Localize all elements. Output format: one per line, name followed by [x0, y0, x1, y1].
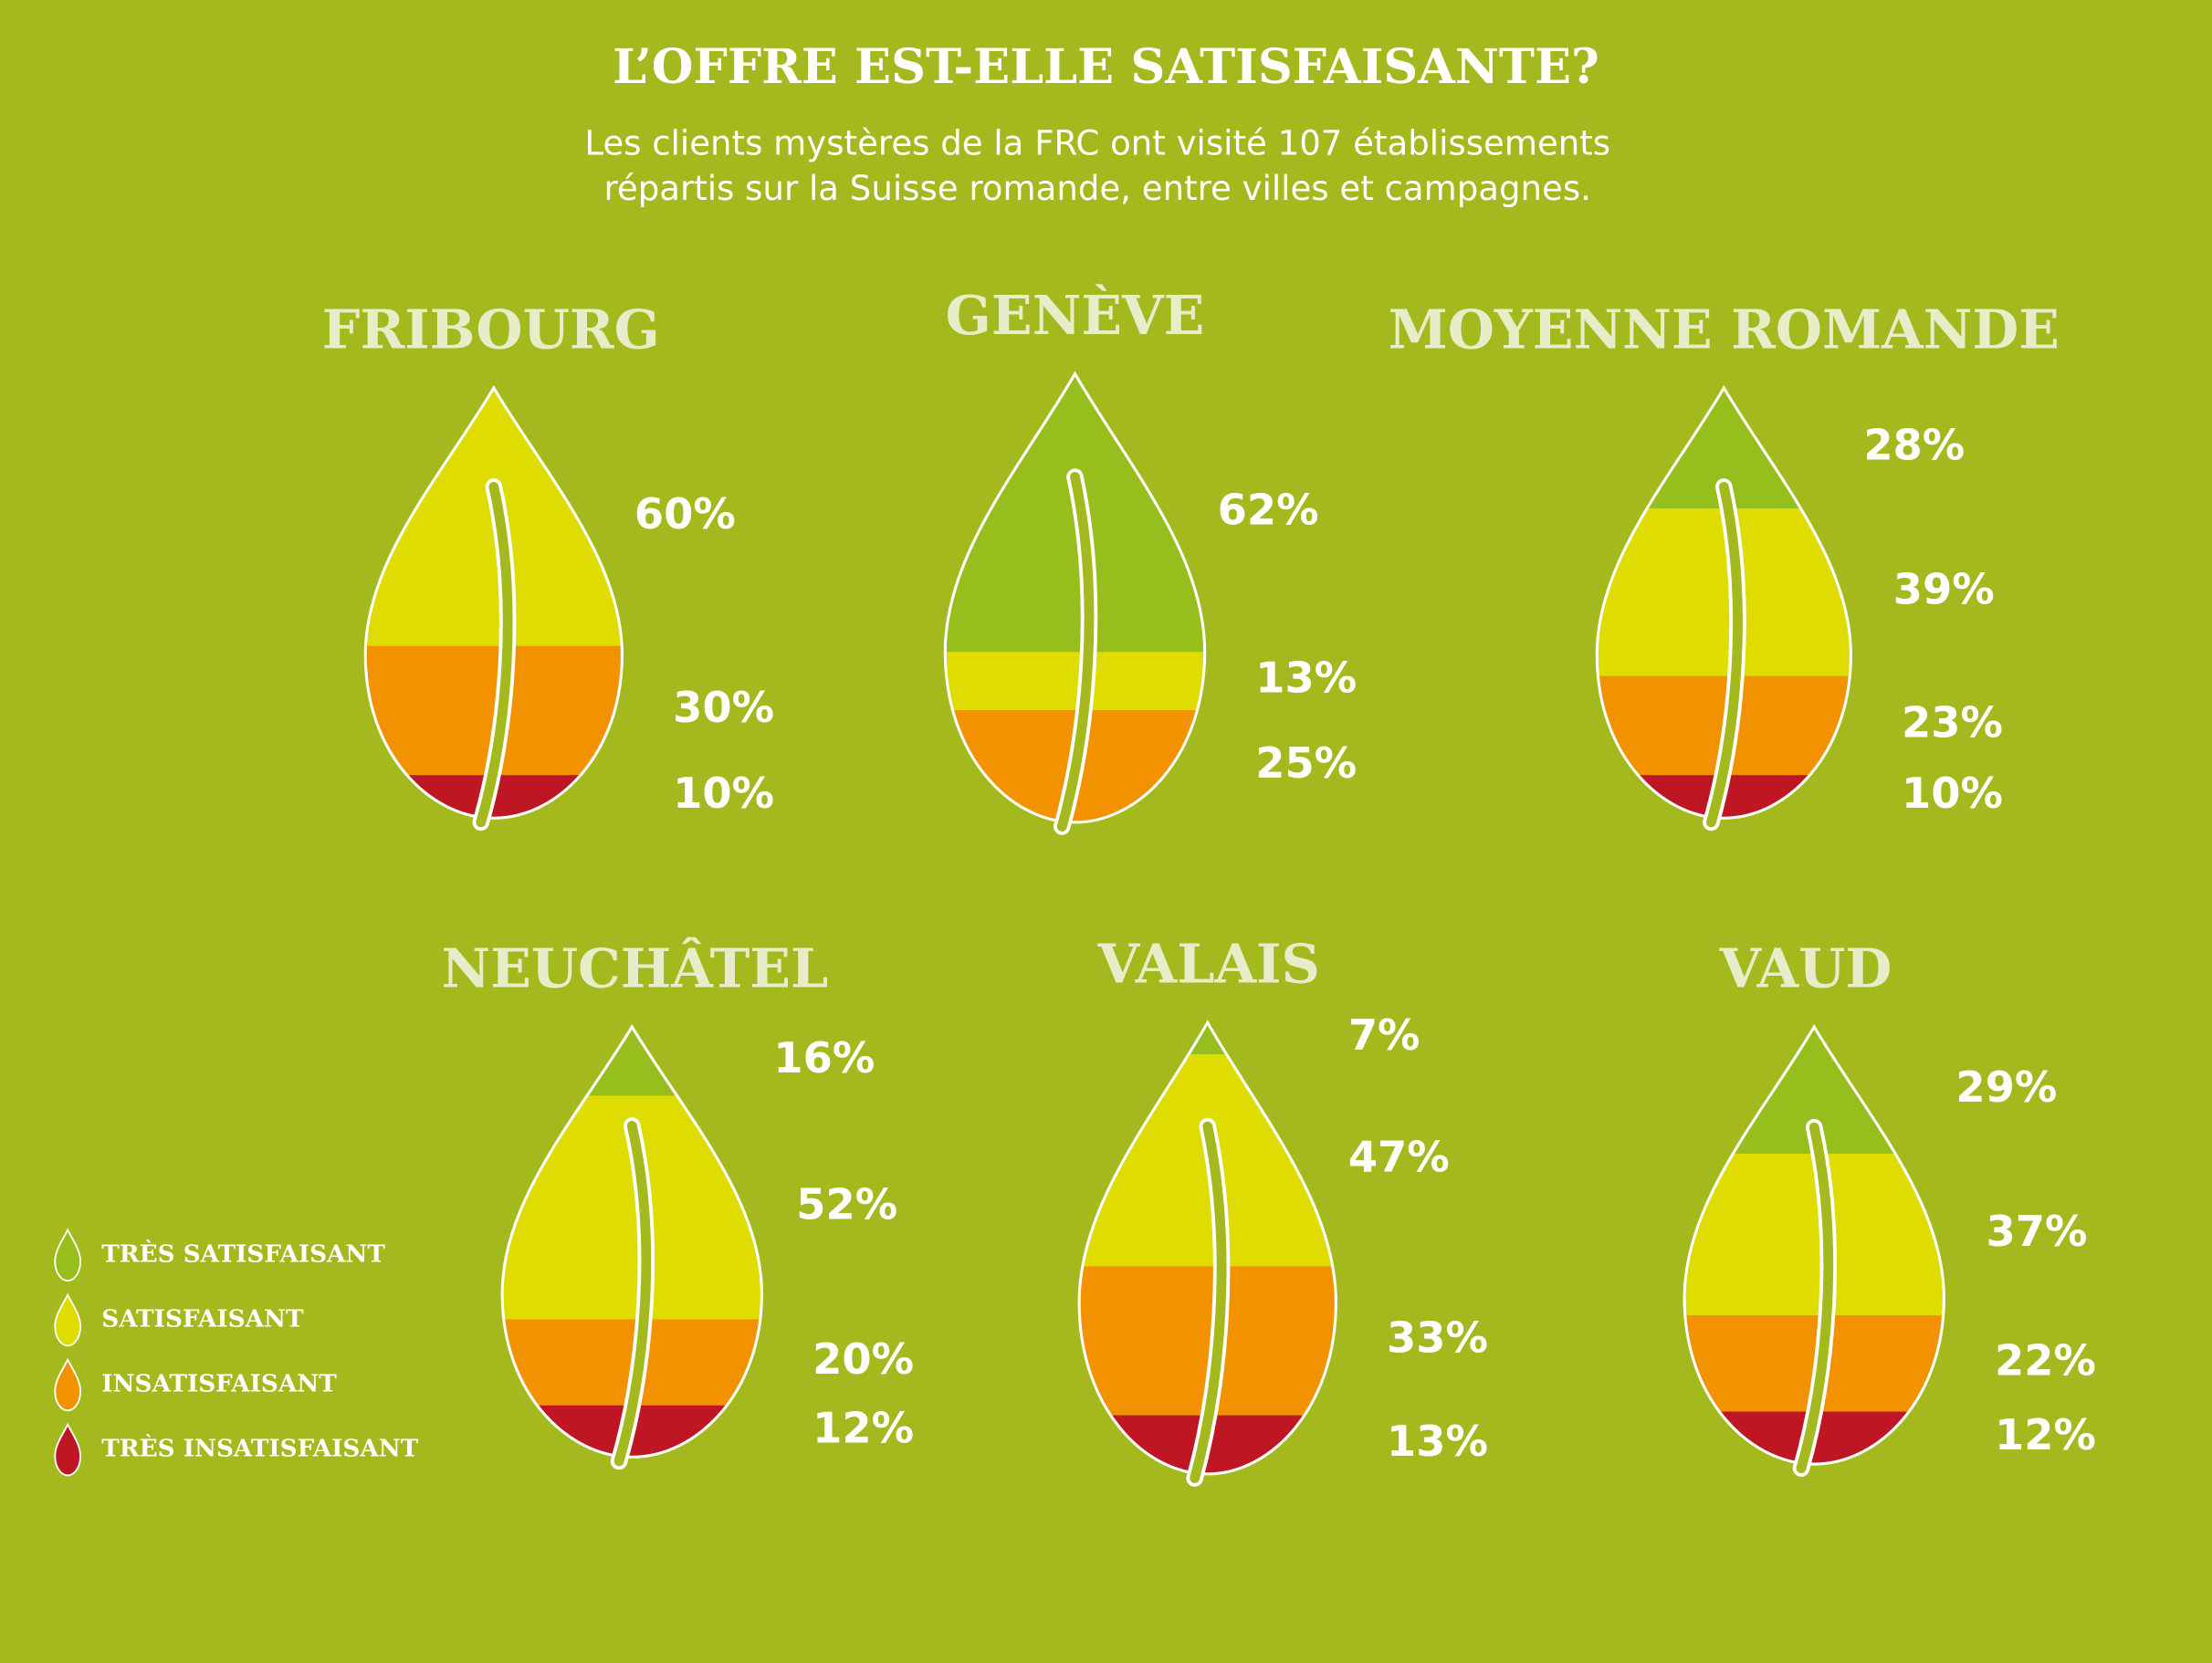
value-label: 13%: [1255, 654, 1357, 703]
legend-label: INSATISFAISANT: [101, 1370, 337, 1398]
leaf-band: [945, 652, 1205, 711]
value-label: 60%: [634, 489, 736, 539]
leaf-title: FRIBOURG: [322, 298, 660, 361]
value-label: 25%: [1255, 738, 1357, 788]
legend-label: SATISFAISANT: [101, 1304, 304, 1333]
leaf-outline: [943, 371, 1207, 824]
value-label: 23%: [1902, 697, 2003, 747]
leaf-band: [1597, 507, 1851, 676]
value-label: 62%: [1218, 485, 1319, 534]
value-label: 52%: [796, 1179, 897, 1229]
value-label: 47%: [1348, 1133, 1450, 1182]
legend-icon: [54, 1422, 82, 1477]
leaf-stem: [1706, 482, 1743, 828]
value-label: 12%: [812, 1404, 914, 1453]
value-label: 12%: [1995, 1410, 2096, 1459]
subtitle: Les clients mystères de la FRC ont visit…: [584, 124, 1610, 163]
value-label: 10%: [1902, 769, 2003, 818]
legend-icon: [54, 1292, 82, 1347]
subtitle: répartis sur la Suisse romande, entre vi…: [603, 169, 1591, 208]
leaf-stem: [1190, 1121, 1227, 1483]
value-label: 13%: [1387, 1417, 1488, 1466]
leaf-title: VAUD: [1719, 936, 1892, 999]
value-label: 22%: [1995, 1335, 2096, 1385]
leaf-title: GENÈVE: [946, 284, 1205, 347]
title: L’OFFRE EST-ELLE SATISFAISANTE?: [613, 39, 1599, 95]
leaf-outline: [1683, 1023, 1945, 1466]
value-label: 37%: [1987, 1207, 2088, 1256]
leaf-title: NEUCHÂTEL: [441, 936, 828, 999]
value-label: 20%: [812, 1334, 914, 1384]
leaf-stem: [476, 482, 513, 828]
value-label: 10%: [673, 769, 774, 818]
value-label: 30%: [673, 683, 774, 732]
value-label: 33%: [1387, 1313, 1488, 1363]
legend-label: TRÈS SATISFAISANT: [101, 1239, 385, 1268]
value-label: 16%: [773, 1033, 875, 1083]
leaf-outline: [1595, 384, 1852, 820]
value-label: 7%: [1348, 1010, 1421, 1060]
value-label: 28%: [1863, 420, 1965, 469]
leaf-stem: [1796, 1122, 1834, 1474]
leaf-stem: [1056, 472, 1095, 832]
leaf-outline: [500, 1024, 763, 1459]
leaf-title: MOYENNE ROMANDE: [1389, 298, 2060, 361]
legend-icon: [54, 1228, 82, 1282]
leaf-stem: [613, 1121, 652, 1467]
leaf-title: VALAIS: [1097, 933, 1320, 996]
leaf-outline: [363, 384, 624, 820]
value-label: 39%: [1893, 564, 1995, 613]
value-label: 29%: [1955, 1062, 2057, 1112]
legend-label: TRÈS INSATISFAISANT: [101, 1434, 418, 1463]
leaf-band: [1684, 1153, 1945, 1316]
legend-icon: [54, 1357, 82, 1412]
leaf-outline: [1077, 1020, 1337, 1476]
